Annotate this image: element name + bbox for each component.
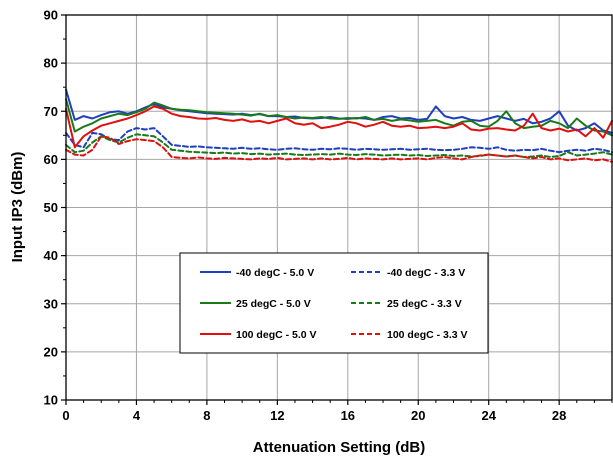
y-tick-label: 50 <box>44 200 58 215</box>
legend: -40 degC - 5.0 V -40 degC - 3.3 V 25 degC … <box>179 252 489 354</box>
y-tick-label: 70 <box>44 104 58 119</box>
series-line-4 <box>65 105 613 149</box>
y-tick-label: 90 <box>44 8 58 23</box>
y-tick-label: 40 <box>44 248 58 263</box>
y-axis-title: Input IP3 (dBm) <box>9 152 26 263</box>
legend-label-5: 100 degC - 3.3 V <box>387 329 468 341</box>
y-tick-labels: 10 20 30 40 50 60 70 80 90 <box>44 8 58 408</box>
legend-label-1: -40 degC - 3.3 V <box>387 267 465 279</box>
x-tick-label: 12 <box>270 408 284 423</box>
legend-label-3: 25 degC - 3.3 V <box>387 298 462 310</box>
legend-label-4: 100 degC - 5.0 V <box>236 329 317 341</box>
x-tick-label: 16 <box>341 408 355 423</box>
y-tick-label: 60 <box>44 152 58 167</box>
series-layer <box>65 88 613 163</box>
x-tick-label: 28 <box>552 408 566 423</box>
legend-box <box>179 252 489 354</box>
legend-label-0: -40 degC - 5.0 V <box>236 267 314 279</box>
x-tick-label: 0 <box>62 408 69 423</box>
x-tick-label: 8 <box>203 408 210 423</box>
x-tick-label: 4 <box>133 408 141 423</box>
series-line-5 <box>65 135 613 163</box>
y-tick-label: 80 <box>44 56 58 71</box>
x-tick-label: 20 <box>411 408 425 423</box>
x-tick-labels: 0 4 8 12 16 20 24 28 <box>62 408 566 423</box>
y-tick-label: 20 <box>44 344 58 359</box>
y-tick-label: 30 <box>44 296 58 311</box>
x-tick-label: 24 <box>481 408 496 423</box>
x-axis-title: Attenuation Setting (dB) <box>253 439 425 456</box>
legend-label-2: 25 degC - 5.0 V <box>236 298 311 310</box>
series-line-1 <box>65 127 613 154</box>
axis-ticks <box>61 14 613 405</box>
y-tick-label: 10 <box>44 393 58 408</box>
